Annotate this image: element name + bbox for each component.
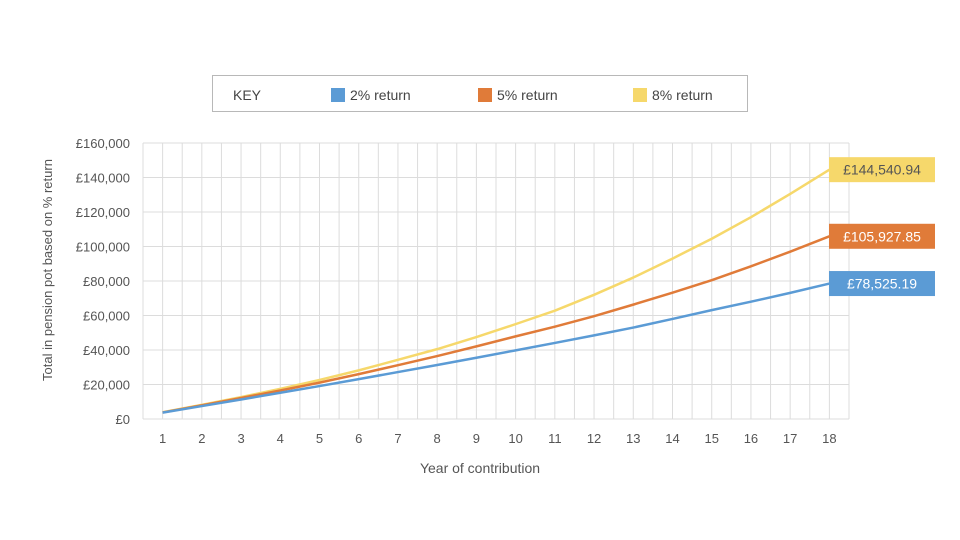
series-lines: [162, 168, 831, 414]
legend: KEY 2% return 5% return 8% return: [212, 75, 748, 112]
y-axis-ticks: £0 £20,000 £40,000 £60,000 £80,000 £100,000 £1…: [76, 136, 130, 427]
legend-item-2pct: 2% return: [331, 87, 411, 103]
x-tick-label: 14: [665, 431, 679, 446]
x-tick-label: 8: [434, 431, 441, 446]
x-tick-label: 2: [198, 431, 205, 446]
grid: [142, 142, 850, 420]
end-label-box: [829, 157, 935, 183]
x-tick-label: 3: [237, 431, 244, 446]
x-tick-label: 6: [355, 431, 362, 446]
legend-key-label: KEY: [233, 87, 262, 103]
x-axis-ticks: 1 2 3 4 5 6 7 8 9 10 11 12 13 14 15 16 17 18: [159, 431, 837, 446]
y-tick-label: £160,000: [76, 136, 130, 151]
end-label-text: £144,540.94: [843, 162, 921, 178]
x-tick-label: 1: [159, 431, 166, 446]
legend-label-8pct: 8% return: [652, 87, 713, 103]
series-line: [162, 168, 831, 414]
x-tick-label: 18: [822, 431, 836, 446]
y-axis-label: Total in pension pot based on % return: [40, 159, 55, 381]
end-label-text: £105,927.85: [843, 228, 921, 244]
y-tick-label: £0: [116, 412, 130, 427]
legend-swatch-2pct: [331, 88, 345, 102]
legend-swatch-5pct: [478, 88, 492, 102]
x-tick-label: 10: [508, 431, 522, 446]
y-tick-label: £140,000: [76, 171, 130, 186]
end-labels: £78,525.19 £105,927.85 £144,540.94: [829, 157, 935, 297]
x-tick-label: 7: [394, 431, 401, 446]
x-tick-label: 9: [473, 431, 480, 446]
y-tick-label: £40,000: [83, 343, 130, 358]
x-tick-label: 12: [587, 431, 601, 446]
y-tick-label: £80,000: [83, 274, 130, 289]
series-line: [162, 282, 830, 414]
y-tick-label: £60,000: [83, 309, 130, 324]
legend-label-5pct: 5% return: [497, 87, 558, 103]
x-tick-label: 13: [626, 431, 640, 446]
end-label-text: £78,525.19: [847, 276, 917, 292]
series-line: [162, 235, 830, 414]
x-tick-label: 11: [548, 431, 562, 446]
x-tick-label: 4: [277, 431, 284, 446]
y-tick-label: £120,000: [76, 205, 130, 220]
end-label-box: [829, 271, 935, 297]
legend-swatch-8pct: [633, 88, 647, 102]
legend-item-5pct: 5% return: [478, 87, 558, 103]
y-tick-label: £20,000: [83, 378, 130, 393]
y-tick-label: £100,000: [76, 240, 130, 255]
x-tick-label: 5: [316, 431, 323, 446]
x-tick-label: 15: [704, 431, 718, 446]
legend-item-8pct: 8% return: [633, 87, 713, 103]
legend-label-2pct: 2% return: [350, 87, 411, 103]
x-tick-label: 16: [744, 431, 758, 446]
end-label-box: [829, 223, 935, 249]
x-tick-label: 17: [783, 431, 797, 446]
x-axis-label: Year of contribution: [420, 460, 540, 476]
